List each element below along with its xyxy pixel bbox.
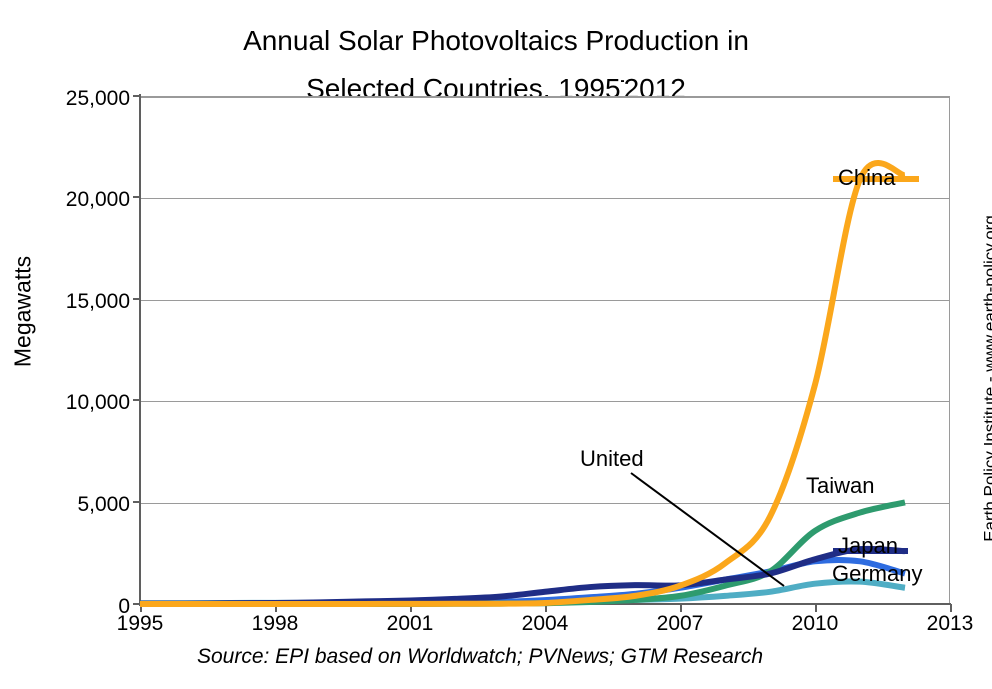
plot-area [140,96,950,604]
x-tick-label-2001: 2001 [386,612,434,635]
credit-attribution: Earth Policy Institute - www.earth-polic… [980,215,992,542]
gridline-20000 [141,198,949,199]
y-tick-mark-15000 [133,298,141,300]
x-tick-mark-2004 [545,604,547,612]
x-tick-mark-1998 [275,604,277,612]
x-tick-label-2004: 2004 [521,612,569,635]
y-axis-line [139,94,141,606]
y-tick-mark-20000 [133,196,141,198]
y-tick-mark-10000 [133,399,141,401]
united-callout-leader-line [630,472,785,587]
x-tick-label-2010: 2010 [791,612,839,635]
y-tick-mark-25000 [133,95,141,97]
gridline-25000 [141,97,949,98]
x-tick-label-1998: 1998 [251,612,299,635]
series-label-china: China [838,165,896,190]
y-tick-mark-5000 [133,501,141,503]
y-axis-labels: 25,000 20,000 15,000 10,000 5,000 0 [8,0,130,689]
x-tick-mark-1995 [140,604,142,612]
gridline-5000 [141,503,949,504]
y-tick-label-15000: 15,000 [65,290,130,313]
y-tick-label-20000: 20,000 [65,188,130,211]
gridline-10000 [141,401,949,402]
y-tick-label-10000: 10,000 [65,391,130,414]
x-tick-mark-2007 [680,604,682,612]
series-line-china [139,160,906,608]
x-tick-label-2013: 2013 [926,612,974,635]
series-label-japan: Japan [838,533,898,558]
y-tick-label-5000: 5,000 [77,493,130,516]
x-tick-mark-2001 [410,604,412,612]
gridline-15000 [141,300,949,301]
series-label-taiwan: Taiwan [806,473,875,498]
y-tick-label-25000: 25,000 [65,87,130,110]
title-line-1: Annual Solar Photovoltaics Production in [243,25,749,56]
source-note: Source: EPI based on Worldwatch; PVNews;… [196,645,764,668]
x-tick-mark-2013 [950,604,952,612]
series-label-united-states: United [580,446,644,471]
y-tick-mark-0 [133,603,141,605]
y-tick-label-0: 0 [118,595,130,618]
x-tick-mark-2010 [815,604,817,612]
title-range-dash: – [621,60,624,98]
series-label-germany: Germany [832,561,923,586]
x-tick-label-1995: 1995 [116,612,164,635]
x-tick-label-2007: 2007 [656,612,704,635]
